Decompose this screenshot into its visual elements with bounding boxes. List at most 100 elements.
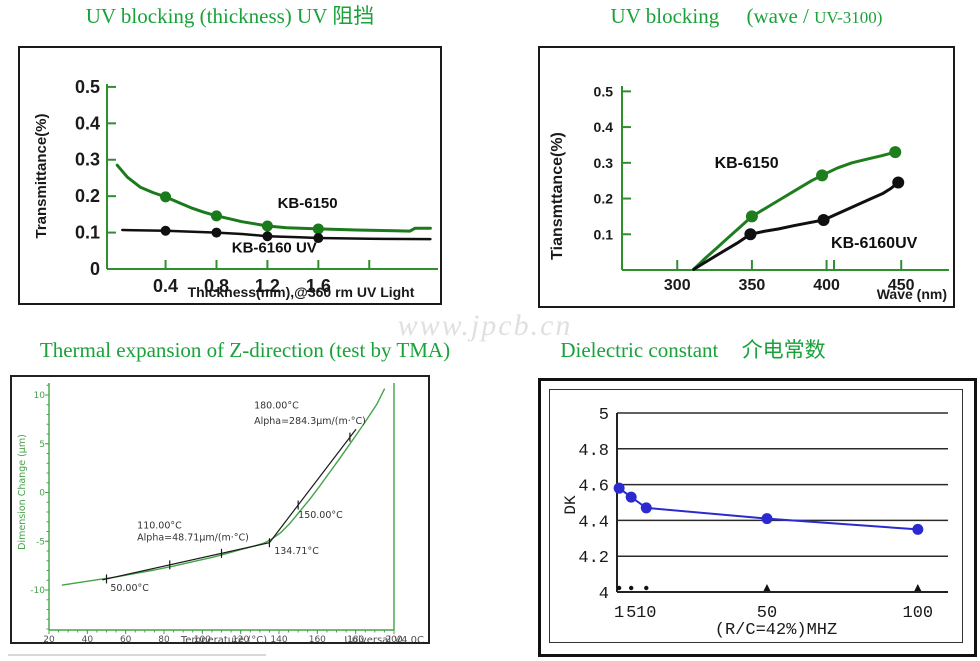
y-tick-label: 5 (599, 406, 609, 425)
y-axis-label: Tiansmttance(%) (549, 132, 566, 260)
x-tick-label: 40 (82, 635, 94, 642)
series-dk-marker (912, 523, 924, 535)
series-kb-6150-marker (312, 223, 324, 235)
y-axis-label: Transmittance(%) (33, 113, 50, 238)
series-kb-6150-marker (210, 210, 222, 222)
annotation-alpha-48-71-m-m-c: Alpha=48.71µm/(m·°C) (137, 532, 249, 543)
x-tick-triangle (763, 584, 771, 591)
series-dk-marker (761, 513, 773, 525)
series-kb-6160-uv-marker (211, 227, 222, 238)
series-kb-6160uv-marker (744, 228, 757, 241)
x-axis-label: Temperature (°C) (180, 635, 267, 642)
x-tick-dot (644, 585, 649, 591)
y-tick-label: 0 (39, 489, 45, 499)
series-kb-6150-line (692, 150, 897, 271)
x-tick-label: 80 (158, 635, 170, 642)
annotation-180-00-c: 180.00°C (254, 401, 299, 412)
annotation-alpha-284-3-m-m-c: Alpha=284.3µm/(m·°C) (254, 416, 366, 427)
y-tick-label: 0.4 (594, 119, 614, 135)
y-tick-label: 0.2 (75, 186, 100, 206)
annotation-kb-6160-uv: KB-6160 UV (232, 240, 317, 257)
y-axis-label: DK (562, 495, 580, 515)
x-axis-label: Thickness(mm),@360 rm UV Light (188, 284, 415, 300)
x-tick-label: 350 (739, 277, 766, 294)
series-dk-marker (613, 482, 625, 494)
uv-thickness-chart-panel: 0.4 0.8 1.2 1.6 0 0.1 0.2 0.3 0.4 0.5 KB-6150 KB-61… (18, 46, 442, 305)
uv-wave-title-main: UV blocking (610, 4, 720, 28)
annotation-kb-6150: KB-6150 (278, 195, 338, 212)
series-kb-6150-marker (261, 220, 273, 232)
x-tick-label: 100 (194, 635, 211, 642)
uv-wave-title-instrument: UV-3100) (814, 8, 883, 27)
x-tick-label: 1.6 (306, 276, 331, 296)
x-axis-label: Wave (nm) (877, 286, 947, 302)
series-kb-6150-line (115, 163, 432, 233)
series-kb-6160uv-marker (892, 176, 905, 189)
y-tick-label: 0.5 (75, 77, 100, 97)
x-tick-dot (628, 585, 634, 591)
x-tick-dot (616, 585, 622, 591)
tma-plot: 20 40 60 80 100 120 140 160 180 200 -10 -5 0 5 10 180.0… (17, 383, 424, 642)
x-tick-label: 450 (888, 277, 915, 294)
x-tick-label: 50 (757, 604, 777, 623)
series-kb-6160-uv-marker (262, 231, 273, 242)
uv-wave-chart-panel: 300 350 400 450 0.1 0.2 0.3 0.4 0.5 KB-6150 KB-616… (538, 46, 955, 308)
y-tick-label: -5 (36, 537, 45, 547)
x-tick-label: 160 (309, 635, 326, 642)
dk-inner-frame (549, 389, 963, 643)
x-tick-label: 180 (347, 635, 364, 642)
x-tick-label: 20 (43, 635, 55, 642)
series-kb-6150-marker (889, 146, 902, 159)
y-tick-label: 4 (599, 585, 609, 604)
dk-title-chinese: 介电常数 (741, 338, 826, 362)
series-dk-marker (640, 502, 652, 514)
bottom-divider (8, 654, 266, 656)
y-tick-label: 0.4 (75, 113, 100, 133)
dk-chart-title: Dielectric constant 介电常数 (538, 335, 848, 365)
x-tick-label: 0.4 (153, 276, 178, 296)
x-tick-label: 10 (636, 604, 656, 623)
x-tick-label: 140 (270, 635, 287, 642)
uv-thickness-chart-title: UV blocking (thickness) UV 阻挡 (18, 1, 442, 31)
y-tick-label: 4.4 (578, 513, 609, 532)
series-dk-marker (625, 491, 637, 503)
annotation-134-71-c: 134.71°C (274, 546, 319, 557)
y-tick-label: 4.8 (578, 442, 609, 461)
x-tick-label: 400 (813, 277, 840, 294)
x-tick-label: 200 (385, 635, 402, 642)
series-tangent-high-line (268, 429, 357, 544)
series-kb-6160-uv-marker (313, 233, 324, 244)
series-tangent-low-line (102, 542, 270, 581)
tma-chart-panel: 20 40 60 80 100 120 140 160 180 200 -10 -5 0 5 10 180.0… (10, 375, 430, 644)
series-kb-6150-marker (816, 169, 829, 182)
annotation-kb-6150: KB-6150 (715, 155, 779, 172)
y-tick-label: 0.3 (594, 155, 614, 171)
annotation-150-00-c: 150.00°C (298, 510, 343, 521)
y-tick-label: 10 (34, 391, 46, 401)
series-kb-6160uv-marker (817, 213, 830, 226)
y-tick-label: -10 (30, 586, 45, 596)
y-tick-label: 0.2 (594, 191, 614, 207)
y-tick-label: 0.3 (75, 150, 100, 170)
y-axis-label: Dimension Change (µm) (17, 434, 28, 550)
corner-version-label: Universal V4.0C (344, 635, 424, 642)
y-tick-label: 4.2 (578, 549, 609, 568)
uv-thickness-chart-title-text: UV blocking (thickness) UV 阻挡 (85, 4, 375, 28)
x-tick-label: 5 (626, 604, 636, 623)
dk-chart-panel: 1 5 10 50 100 4 4.2 4.4 4.6 4.8 5 (R/C=42%)MHZ DK (538, 378, 977, 657)
uv-wave-title-mid: (wave / (746, 4, 809, 28)
uv-wave-chart-title: UV blocking (wave / UV-3100) (538, 1, 955, 33)
y-tick-label: 0.1 (594, 226, 614, 242)
x-tick-label: 1.2 (255, 276, 280, 296)
annotation-kb-6160uv: KB-6160UV (831, 235, 918, 252)
x-tick-triangle (914, 584, 922, 591)
watermark: www.jpcb.cn (397, 309, 573, 342)
tma-chart-title: Thermal expansion of Z-direction (test b… (0, 335, 490, 365)
annotation-110-00-c: 110.00°C (137, 521, 182, 532)
y-tick-label: 5 (39, 440, 45, 450)
x-tick-label: 300 (664, 277, 691, 294)
y-tick-label: 4.6 (578, 478, 609, 497)
series-kb-6160uv-line (692, 181, 900, 271)
x-tick-label: 120 (232, 635, 249, 642)
